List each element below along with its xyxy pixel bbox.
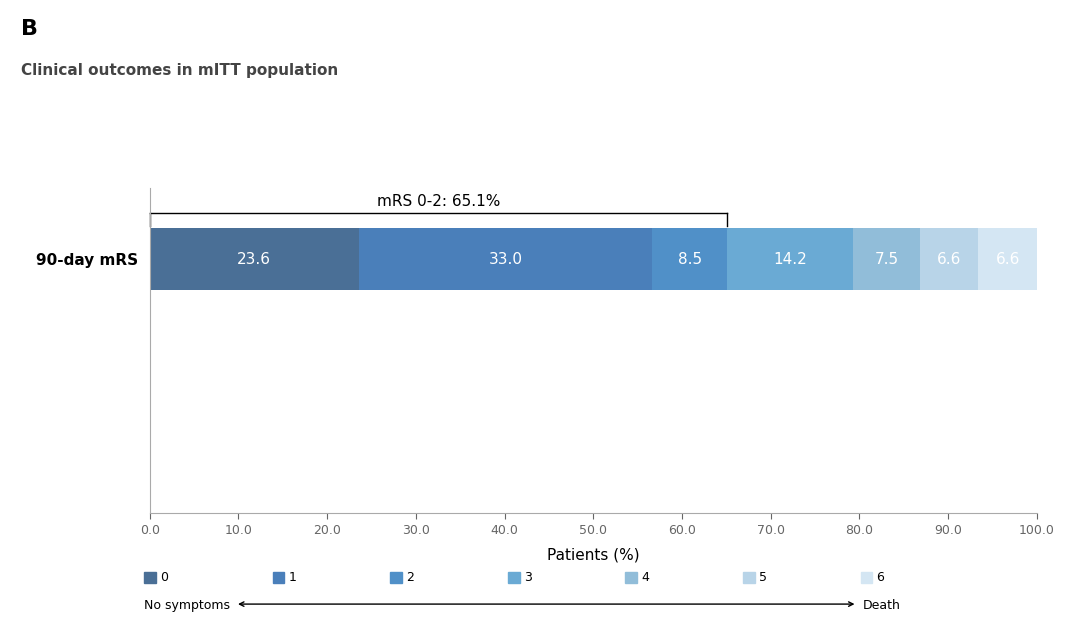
Text: 5: 5 — [759, 572, 766, 584]
Bar — [853, 228, 919, 289]
Text: 2: 2 — [406, 572, 414, 584]
Text: 8.5: 8.5 — [678, 252, 701, 267]
Bar — [150, 228, 359, 289]
X-axis label: Patients (%): Patients (%) — [547, 548, 639, 563]
Bar — [978, 228, 1037, 289]
Text: Clinical outcomes in mITT population: Clinical outcomes in mITT population — [21, 63, 339, 78]
Text: 6.6: 6.6 — [936, 252, 961, 267]
Text: 23.6: 23.6 — [237, 252, 272, 267]
Text: B: B — [21, 19, 38, 39]
Text: 0: 0 — [160, 572, 168, 584]
Text: 7.5: 7.5 — [874, 252, 899, 267]
Text: 6.6: 6.6 — [995, 252, 1020, 267]
Bar — [359, 228, 652, 289]
Text: 6: 6 — [877, 572, 884, 584]
Bar — [727, 228, 853, 289]
Text: 33.0: 33.0 — [489, 252, 523, 267]
Text: No symptoms: No symptoms — [144, 599, 230, 612]
Text: 3: 3 — [524, 572, 531, 584]
Text: mRS 0-2: 65.1%: mRS 0-2: 65.1% — [376, 194, 500, 209]
Text: Death: Death — [863, 599, 900, 612]
Text: 1: 1 — [289, 572, 296, 584]
Text: 14.2: 14.2 — [773, 252, 807, 267]
Text: 4: 4 — [641, 572, 649, 584]
Bar — [919, 228, 978, 289]
Bar — [652, 228, 727, 289]
